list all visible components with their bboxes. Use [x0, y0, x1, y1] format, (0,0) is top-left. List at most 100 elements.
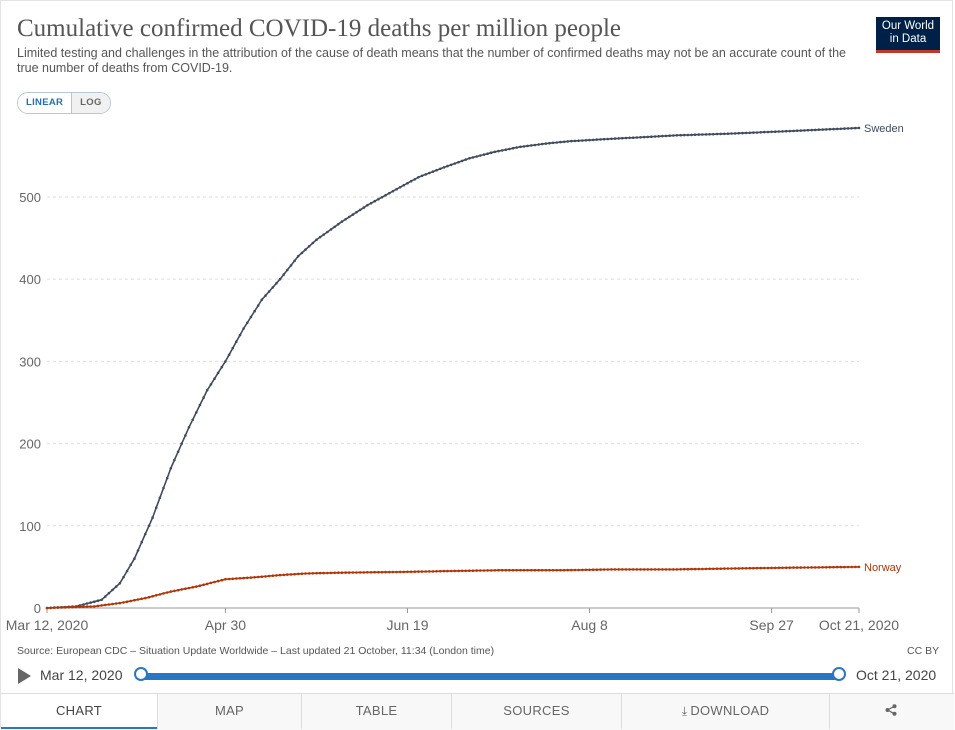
data-point: [380, 195, 384, 199]
data-point: [100, 598, 103, 602]
data-point: [333, 571, 337, 575]
tab-table[interactable]: TABLE: [301, 694, 451, 729]
play-icon[interactable]: [18, 668, 31, 684]
data-point: [781, 130, 784, 133]
data-point: [839, 565, 843, 569]
data-point: [588, 138, 591, 142]
data-point: [792, 129, 795, 133]
data-point: [93, 605, 96, 608]
data-point: [304, 248, 307, 251]
data-point: [610, 137, 613, 141]
data-point: [264, 575, 267, 578]
data-point: [304, 572, 307, 575]
tab-map[interactable]: MAP: [157, 694, 301, 729]
data-point: [489, 151, 493, 154]
scale-toggle: LINEAR LOG: [17, 92, 111, 114]
data-point: [795, 566, 799, 569]
share-icon: [885, 704, 897, 716]
data-point: [843, 127, 846, 130]
data-point: [486, 152, 489, 155]
data-point: [395, 187, 398, 191]
tab-download[interactable]: ⤓ DOWNLOAD: [621, 694, 829, 729]
data-point: [315, 238, 318, 241]
data-point: [814, 566, 817, 569]
data-point: [821, 128, 824, 131]
data-point: [420, 570, 424, 573]
data-point: [187, 586, 191, 590]
data-point: [533, 568, 537, 572]
data-point: [406, 181, 409, 185]
data-point: [766, 130, 770, 134]
data-point: [584, 568, 588, 572]
data-point: [777, 566, 781, 570]
data-point: [737, 131, 741, 135]
data-point: [147, 524, 151, 528]
data-point: [624, 568, 628, 571]
data-point: [530, 144, 533, 147]
data-point: [690, 567, 693, 571]
data-point: [380, 570, 384, 574]
data-point: [195, 411, 198, 414]
license-link[interactable]: CC BY: [907, 645, 940, 657]
data-point: [646, 568, 650, 571]
data-point: [646, 135, 650, 139]
linear-scale-button[interactable]: LINEAR: [18, 93, 73, 113]
timeline-end-handle[interactable]: [832, 667, 846, 681]
y-tick-label: 200: [19, 437, 41, 452]
data-point: [344, 571, 347, 574]
source-note[interactable]: Source: European CDC – Situation Update …: [17, 645, 495, 657]
log-scale-button[interactable]: LOG: [72, 93, 110, 113]
data-point: [439, 167, 442, 171]
data-point: [460, 569, 464, 573]
data-point: [256, 575, 260, 579]
data-point: [617, 137, 620, 140]
data-point: [792, 566, 795, 569]
data-point: [708, 567, 711, 571]
tab-sources[interactable]: SOURCES: [451, 694, 621, 729]
data-point: [311, 241, 315, 245]
data-point: [701, 133, 704, 136]
data-point: [355, 571, 358, 574]
data-point: [191, 586, 194, 589]
data-point: [806, 566, 810, 569]
owid-logo[interactable]: Our World in Data: [876, 17, 940, 53]
data-point: [388, 191, 391, 195]
data-point: [133, 557, 136, 560]
logo-line-2: in Data: [889, 33, 927, 45]
data-point: [118, 601, 122, 605]
data-point: [588, 568, 591, 572]
data-point: [559, 140, 562, 144]
tab-download-label: DOWNLOAD: [690, 703, 770, 718]
data-point: [770, 130, 773, 134]
data-point: [358, 208, 362, 212]
timeline-track[interactable]: [141, 673, 839, 680]
data-point: [581, 568, 584, 572]
data-point: [216, 579, 220, 583]
data-point: [129, 563, 132, 567]
share-button[interactable]: [829, 694, 952, 729]
data-point: [741, 567, 744, 570]
data-point: [286, 268, 289, 272]
data-point: [180, 588, 183, 591]
data-point: [209, 581, 213, 585]
data-point: [522, 568, 526, 572]
tab-chart[interactable]: CHART: [1, 694, 157, 729]
data-point: [657, 135, 660, 138]
data-point: [846, 127, 850, 130]
x-tick-label: Sep 27: [749, 617, 794, 633]
timeline-start-handle[interactable]: [134, 667, 148, 681]
data-point: [653, 568, 657, 571]
data-point: [129, 599, 132, 603]
data-point: [551, 141, 555, 145]
data-point: [774, 130, 777, 133]
data-point: [515, 146, 518, 149]
data-point: [205, 582, 209, 586]
data-point: [184, 587, 187, 590]
data-point: [493, 569, 497, 572]
data-point: [333, 225, 337, 229]
data-point: [759, 566, 762, 570]
data-point: [216, 371, 220, 375]
data-point: [165, 591, 169, 594]
data-point: [544, 142, 548, 145]
